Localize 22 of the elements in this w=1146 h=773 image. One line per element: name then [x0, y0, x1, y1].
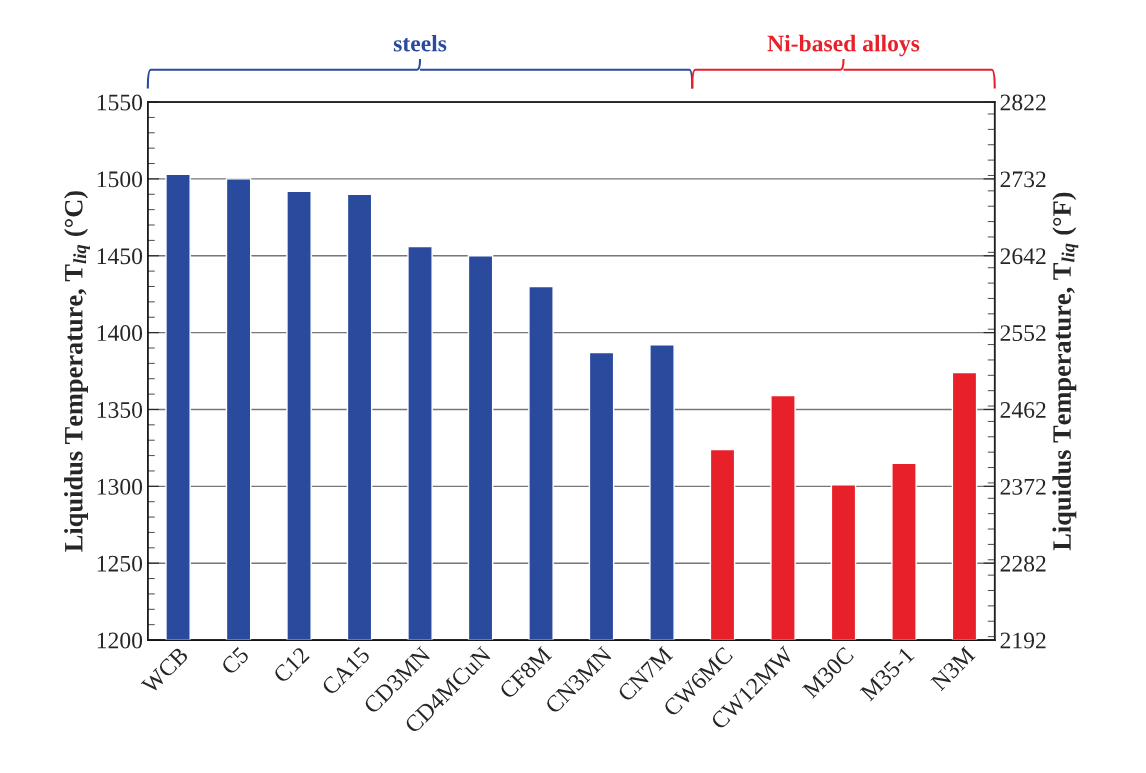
y2-axis-title: Liquidus Temperature, T$_{liq}$ (°F): [1052, 192, 1079, 551]
y-tick-label: 1350: [97, 401, 143, 418]
y2-tick-label: 2372: [1000, 478, 1046, 495]
x-tick-label: C5: [220, 646, 250, 676]
y2-tick-label: 2192: [1000, 632, 1046, 649]
y-tick-label: 1450: [97, 248, 143, 265]
y2-tick-label: 2642: [1000, 248, 1046, 265]
text: Ni-based alloys: [767, 34, 920, 57]
y-tick-label: 1400: [97, 325, 143, 342]
y-tick-label: 1550: [97, 94, 143, 111]
x-tick-label: C12: [272, 646, 310, 684]
y-tick-label: 1300: [97, 478, 143, 495]
y2-tick-label: 2822: [1000, 94, 1046, 111]
text: steels: [393, 34, 447, 52]
y2-tick-label: 2552: [1000, 325, 1046, 342]
y2-tick-label: 2732: [1000, 171, 1046, 188]
y2-tick-label: 2462: [1000, 402, 1046, 418]
y-axis-title: Liquidus Temperature, T$_{liq}$ (°C): [64, 191, 90, 552]
y2-tick-label: 2282: [1000, 555, 1046, 572]
y-tick-label: 1250: [97, 555, 143, 572]
y-tick-label: 1500: [97, 171, 143, 188]
y-tick-label: 1200: [97, 632, 143, 649]
